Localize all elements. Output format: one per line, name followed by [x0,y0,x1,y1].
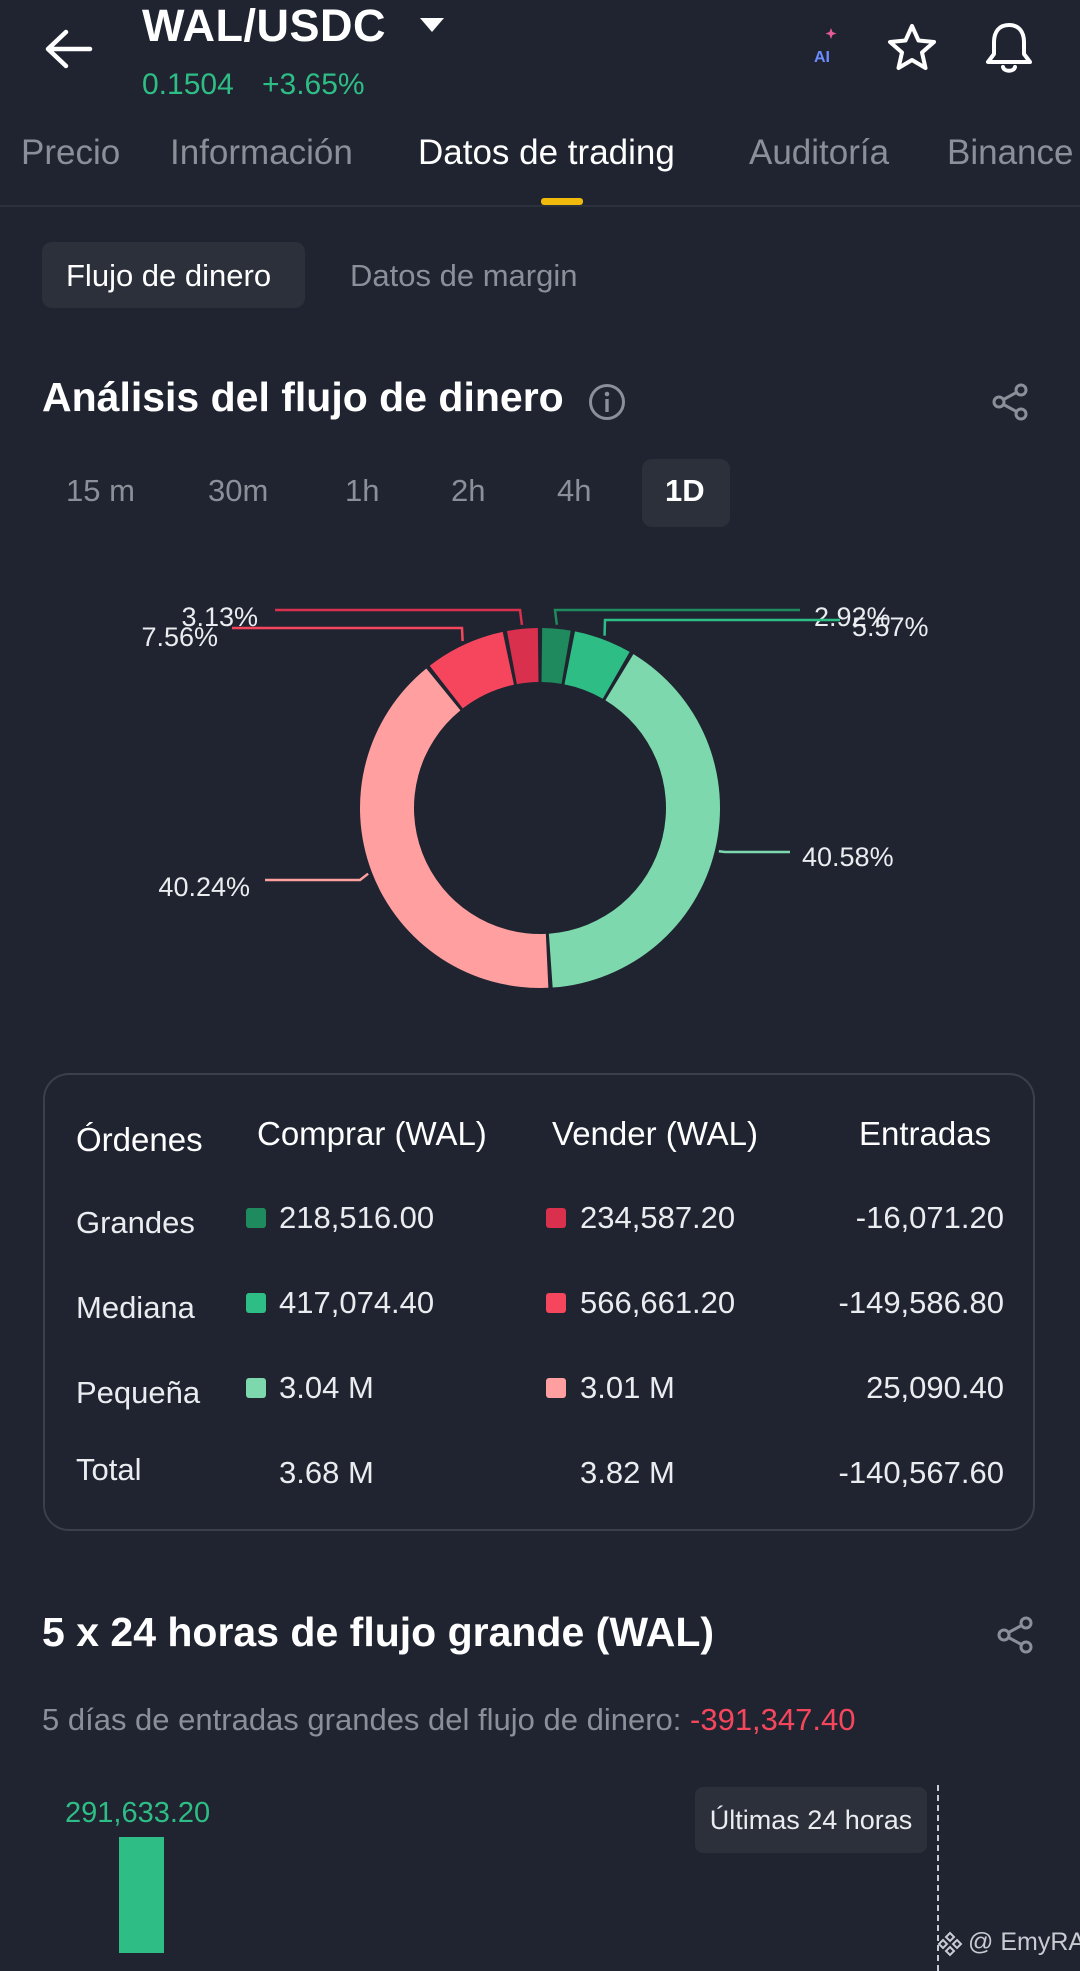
share-icon[interactable] [990,382,1030,422]
timeframe-4h[interactable]: 4h [557,473,592,508]
last-24h-tooltip: Últimas 24 horas [695,1787,927,1853]
large-flow-bar[interactable] [119,1837,164,1953]
timeframe-15m[interactable]: 15 m [66,473,135,508]
donut-leader-4 [232,626,464,642]
notification-bell-icon[interactable] [982,20,1036,76]
donut-label-1: 5.57% [852,612,929,642]
favorite-star-icon[interactable] [886,22,938,74]
large-flow-title: 5 x 24 horas de flujo grande (WAL) [42,1609,715,1655]
large-flow-bar-value: 291,633.20 [65,1797,211,1829]
donut-slice-0 [541,628,571,684]
back-arrow-icon[interactable] [44,26,96,72]
pair-dropdown-icon[interactable] [418,16,446,34]
subtab-datos-de-margin[interactable]: Datos de margin [350,258,578,293]
sell-total-value: 3.82 M [580,1455,675,1490]
tabs-divider [0,205,1080,207]
sell-small-value: 3.01 M [580,1370,675,1405]
watermark: @ EmyRA [968,1928,1080,1956]
tab-binance[interactable]: Binance [947,133,1074,172]
large-flow-summary: 5 días de entradas grandes del flujo de … [42,1702,856,1738]
inflow-small-value: 25,090.40 [866,1370,1004,1405]
buy-large-value: 218,516.00 [279,1200,435,1235]
timeframe-1h[interactable]: 1h [345,473,380,508]
order-flow-table [43,1073,1035,1531]
donut-leader-3 [265,872,369,882]
money-flow-donut-chart: 2.92%5.57% 40.58% 40.24% 7.56%3.13% [141,602,929,988]
table-header-entradas: Entradas [859,1115,992,1152]
sell-large-swatch [546,1208,566,1228]
donut-leader-2 [718,850,790,854]
subtab-active-bg [42,242,305,308]
tab-datos-de-trading[interactable]: Datos de trading [418,133,675,172]
info-icon[interactable] [588,383,626,421]
large-flow-share-icon[interactable] [995,1615,1035,1655]
money-flow-analysis-title: Análisis del flujo de dinero [42,374,564,420]
large-flow-summary-value: -391,347.40 [690,1702,856,1737]
buy-medium-swatch [246,1293,266,1313]
timeframe-2h[interactable]: 2h [451,473,486,508]
donut-slice-3 [360,668,549,988]
price-change: +3.65% [262,68,365,101]
timeframe-active-bg [642,459,730,527]
inflow-medium-value: -149,586.80 [838,1285,1004,1320]
sell-small-swatch [546,1378,566,1398]
active-tab-indicator [541,198,583,205]
donut-slice-4 [429,631,514,709]
table-header-comprar: Comprar (WAL) [257,1115,487,1152]
donut-label-3: 40.24% [158,872,250,902]
table-header-vender: Vender (WAL) [552,1115,759,1152]
buy-small-value: 3.04 M [279,1370,374,1405]
timeframe-1d[interactable]: 1D [665,473,705,508]
tab-precio[interactable]: Precio [21,133,121,172]
buy-total-value: 3.68 M [279,1455,374,1490]
inflow-large-value: -16,071.20 [855,1200,1004,1235]
table-header-ordenes: Órdenes [76,1121,203,1158]
donut-label-2: 40.58% [802,842,894,872]
tab-informacion[interactable]: Información [170,133,353,172]
donut-leader-5 [275,608,524,626]
donut-slice-5 [506,628,539,685]
sell-medium-value: 566,661.20 [580,1285,736,1320]
trading-pair-title[interactable]: WAL/USDC [142,0,386,51]
buy-medium-value: 417,074.40 [279,1285,435,1320]
ai-label: AI [814,49,830,66]
ai-assistant-icon[interactable]: AI [812,26,844,66]
tab-auditoria[interactable]: Auditoría [749,133,890,172]
row-label-mediana: Mediana [76,1290,195,1325]
row-label-pequena: Pequeña [76,1375,201,1410]
timeframe-30m[interactable]: 30m [208,473,269,508]
inflow-total-value: -140,567.60 [838,1455,1004,1490]
binance-logo-icon [937,1931,963,1957]
buy-small-swatch [246,1378,266,1398]
donut-label-5: 3.13% [181,602,258,632]
row-label-total: Total [76,1452,142,1487]
subtab-flujo-de-dinero[interactable]: Flujo de dinero [66,258,272,293]
donut-label-0: 2.92% [814,602,891,632]
sell-large-value: 234,587.20 [580,1200,736,1235]
donut-leader-0 [553,608,800,625]
donut-label-4: 7.56% [141,622,218,652]
buy-large-swatch [246,1208,266,1228]
crosshair-line [937,1785,939,1971]
donut-slice-2 [548,654,720,988]
donut-leader-1 [603,618,840,636]
large-flow-summary-label: 5 días de entradas grandes del flujo de … [42,1702,691,1737]
sell-medium-swatch [546,1293,566,1313]
row-label-grandes: Grandes [76,1205,195,1240]
donut-slice-1 [564,631,630,699]
current-price: 0.1504 [142,68,234,101]
